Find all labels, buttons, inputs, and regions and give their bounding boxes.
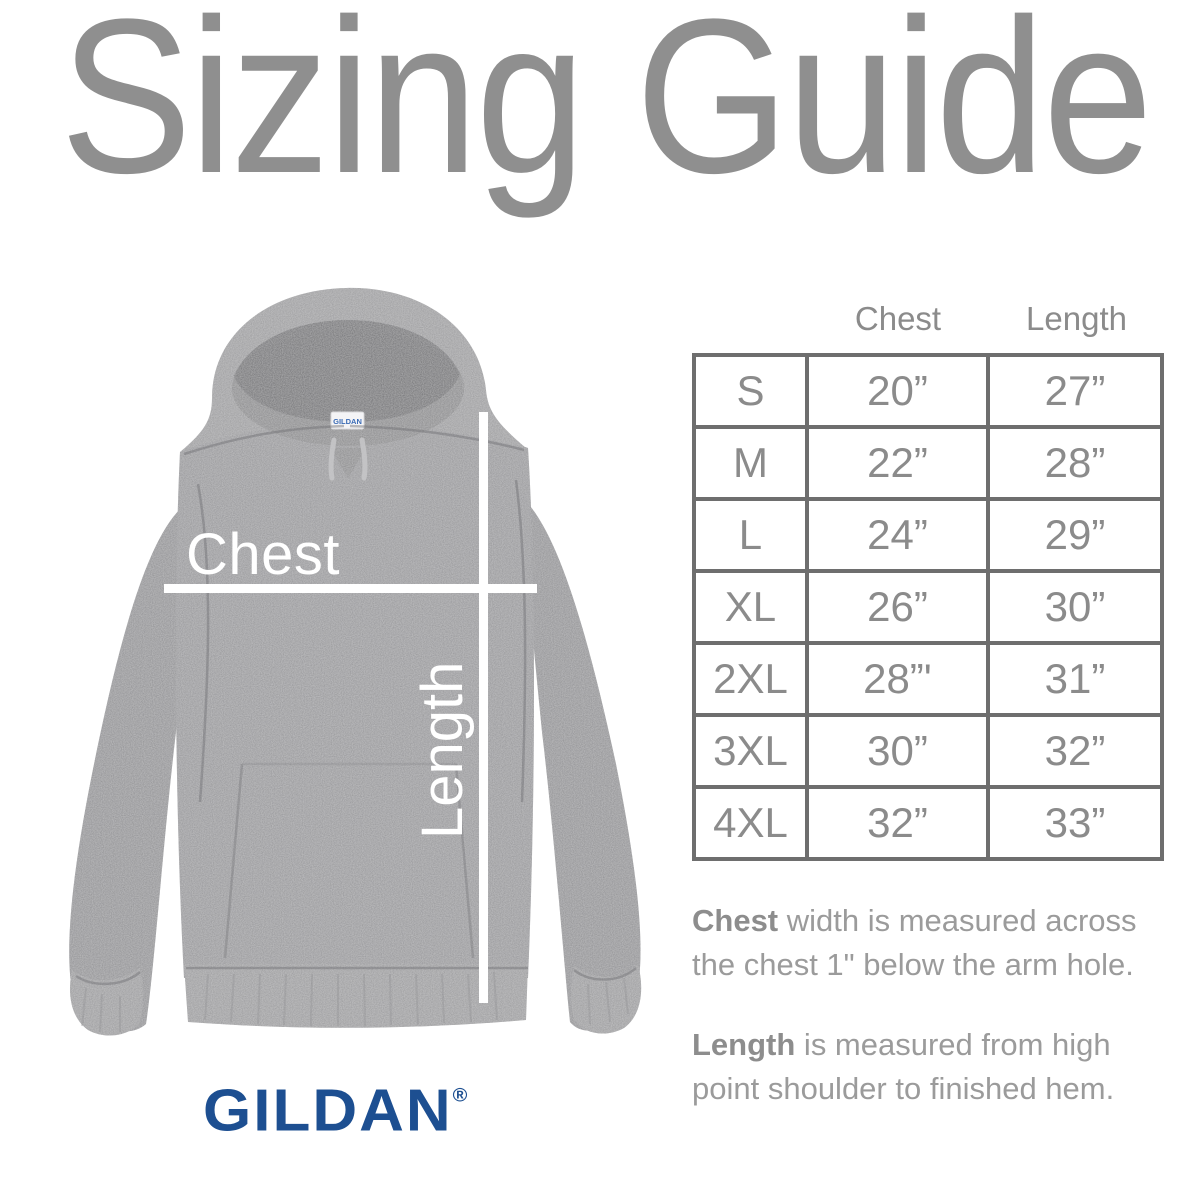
table-row: S 20” 27” — [692, 353, 1164, 429]
chest-cell: 30” — [804, 713, 991, 789]
page-title: Sizing Guide — [60, 0, 1153, 219]
table-row: L 24” 29” — [692, 497, 1164, 573]
length-cell: 27” — [986, 353, 1164, 429]
gildan-logo-text: GILDAN — [203, 1077, 453, 1144]
chest-annotation-label: Chest — [186, 522, 341, 587]
length-column-header: Length — [1026, 300, 1127, 337]
chest-cell: 26” — [804, 569, 991, 645]
chest-measure-line — [164, 584, 537, 593]
size-table-headers: Chest Length — [692, 296, 1164, 340]
kangaroo-pocket-seams — [223, 762, 475, 959]
chest-note-text: width is measured across the chest 1" be… — [692, 903, 1137, 982]
size-panel: Chest Length S 20” 27” M 22” 28” L 24” 2… — [692, 296, 1164, 1111]
measurement-notes: Chest width is measured across the chest… — [692, 899, 1164, 1111]
length-cell: 30” — [986, 569, 1164, 645]
length-annotation-label: Length — [410, 661, 475, 840]
neck-v-notch — [330, 448, 366, 478]
hoodie-left-cuff — [69, 968, 143, 1036]
length-cell: 31” — [986, 641, 1164, 717]
size-cell: S — [692, 353, 809, 429]
size-cell: M — [692, 425, 809, 501]
table-row: 2XL 28”ʹ 31” — [692, 641, 1164, 717]
hoodie-hem-band — [184, 964, 528, 1028]
length-cell: 29” — [986, 497, 1164, 573]
chest-cell: 24” — [804, 497, 991, 573]
length-note: Length is measured from high point shoul… — [692, 1023, 1164, 1111]
size-cell: 4XL — [692, 785, 809, 861]
chest-cell: 20” — [804, 353, 991, 429]
hoodie-svg: GILDAN — [69, 287, 642, 1036]
table-row: 4XL 32” 33” — [692, 785, 1164, 861]
table-row: XL 26” 30” — [692, 569, 1164, 645]
length-cell: 33” — [986, 785, 1164, 861]
chest-cell: 32” — [804, 785, 991, 861]
hoodie-body — [175, 422, 534, 978]
chest-cell: 28”ʹ — [804, 641, 991, 717]
hoodie-illustration: GILDAN — [28, 272, 668, 1092]
header-spacer — [692, 338, 807, 340]
hood-interior-shadow — [234, 320, 460, 422]
length-measure-line — [479, 412, 488, 1003]
size-table: S 20” 27” M 22” 28” L 24” 29” XL 26” — [692, 353, 1164, 861]
size-cell: XL — [692, 569, 809, 645]
chest-cell: 22” — [804, 425, 991, 501]
table-row: 3XL 30” 32” — [692, 713, 1164, 789]
size-cell: 3XL — [692, 713, 809, 789]
hoodie-left-sleeve — [69, 504, 196, 1032]
rib-texture — [81, 971, 629, 1033]
table-row: M 22” 28” — [692, 425, 1164, 501]
gildan-logo: GILDAN® — [203, 1081, 467, 1155]
size-cell: L — [692, 497, 809, 573]
length-note-lead: Length — [692, 1027, 796, 1062]
chest-column-header: Chest — [854, 300, 942, 337]
size-cell: 2XL — [692, 641, 809, 717]
hoodie-right-sleeve — [518, 494, 641, 1031]
chest-note-lead: Chest — [692, 903, 779, 938]
chest-note: Chest width is measured across the chest… — [692, 899, 1164, 987]
hoodie-seams — [75, 424, 637, 986]
hoodie-right-cuff — [571, 964, 642, 1034]
length-note-text: is measured from high point shoulder to … — [692, 1027, 1115, 1106]
neck-label: GILDAN — [330, 411, 365, 430]
length-cell: 32” — [986, 713, 1164, 789]
registered-trademark: ® — [452, 1085, 468, 1107]
hood-drawcords — [328, 437, 368, 481]
neck-label-text: GILDAN — [333, 417, 362, 426]
length-cell: 28” — [986, 425, 1164, 501]
